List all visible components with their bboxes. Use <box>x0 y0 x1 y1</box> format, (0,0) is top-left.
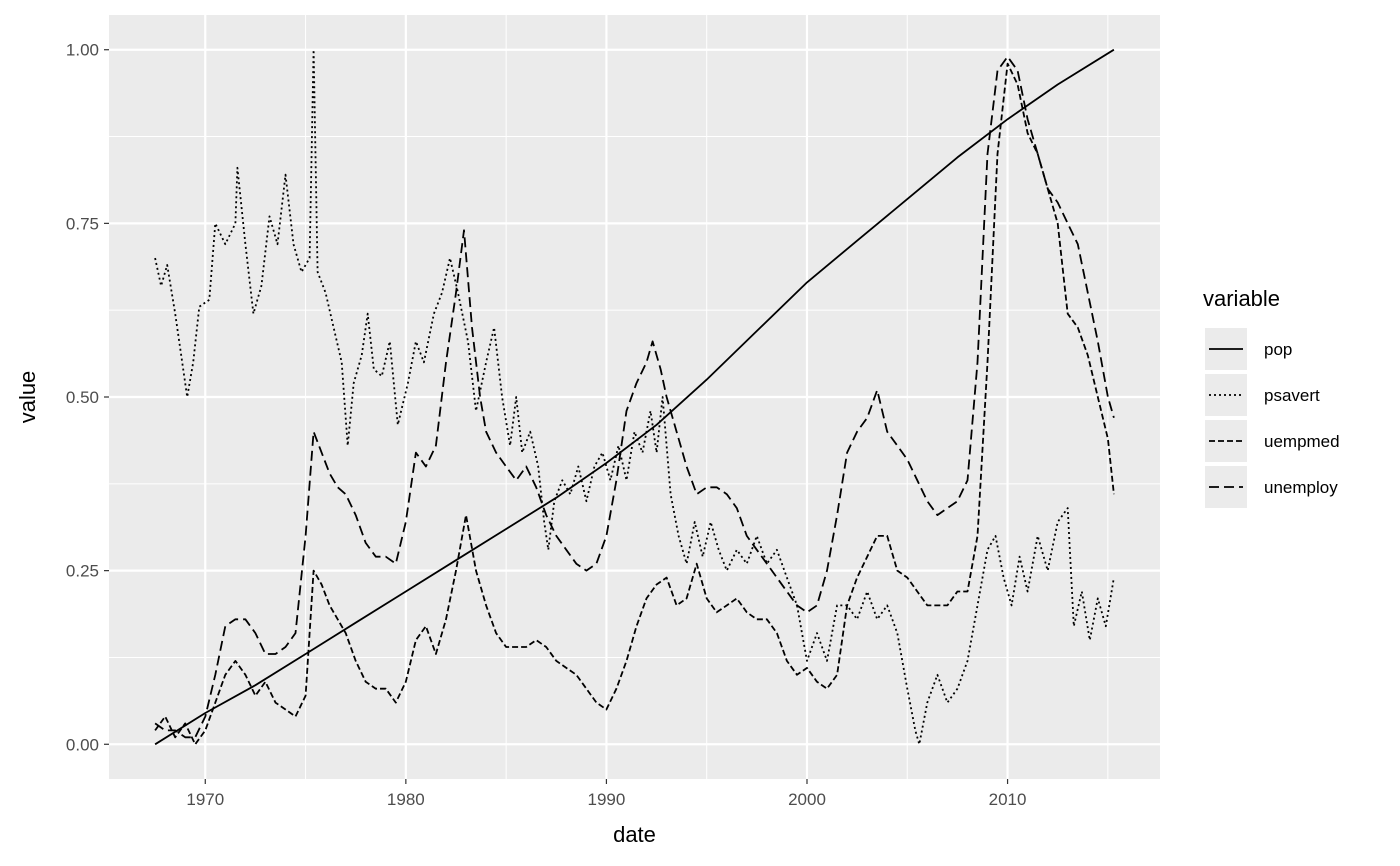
series-line-pop <box>154 48 1115 746</box>
series-line-uempmed <box>154 62 1115 746</box>
grid-major <box>109 15 1160 779</box>
y-tick-label: 0.50 <box>66 388 99 407</box>
x-axis-title: date <box>613 822 656 847</box>
legend-label-uempmed: uempmed <box>1264 432 1340 451</box>
series-layer <box>154 48 1115 746</box>
legend-label-unemploy: unemploy <box>1264 478 1338 497</box>
y-tick-label: 0.75 <box>66 214 99 233</box>
legend-label-pop: pop <box>1264 340 1292 359</box>
x-tick-label: 1980 <box>387 790 425 809</box>
legend-label-psavert: psavert <box>1264 386 1320 405</box>
legend-title: variable <box>1203 286 1280 311</box>
y-tick-label: 1.00 <box>66 41 99 60</box>
x-tick-label: 1970 <box>186 790 224 809</box>
series-line-unemploy <box>154 55 1115 739</box>
y-tick-label: 0.00 <box>66 735 99 754</box>
x-axis: 1970 1980 1990 2000 2010 <box>186 779 1026 809</box>
y-tick-label: 0.25 <box>66 562 99 581</box>
legend: variable pop psavert uempmed unemploy <box>1203 286 1340 508</box>
x-tick-label: 2010 <box>989 790 1027 809</box>
y-axis: 0.00 0.25 0.50 0.75 1.00 <box>66 41 109 754</box>
y-axis-title: value <box>15 371 40 424</box>
x-tick-label: 1990 <box>588 790 626 809</box>
x-tick-label: 2000 <box>788 790 826 809</box>
